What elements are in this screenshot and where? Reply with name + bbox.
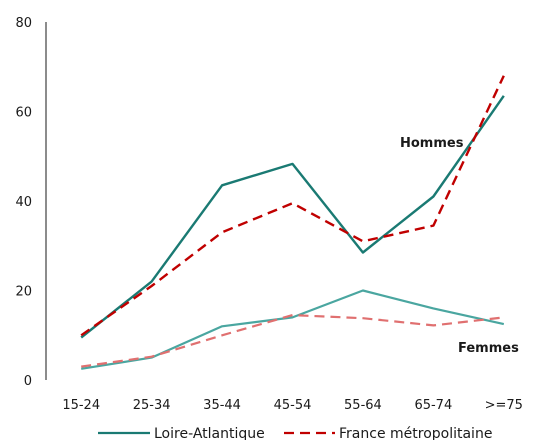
- series-line-hommes-france-metropolitaine: [80, 75, 505, 337]
- y-tick-label: 0: [24, 374, 32, 389]
- y-tick-label: 40: [15, 195, 32, 210]
- x-tick-label: 65-74: [414, 398, 452, 413]
- y-tick-label: 20: [15, 285, 32, 300]
- x-tick-label: 45-54: [274, 398, 312, 413]
- y-tick-label: 60: [15, 106, 32, 121]
- series-lines: [80, 75, 505, 370]
- x-tick-label: >=75: [485, 398, 523, 413]
- x-tick-label: 55-64: [344, 398, 382, 413]
- legend: Loire-Atlantique France métropolitaine: [98, 426, 492, 440]
- annotation-femmes: Femmes: [458, 341, 519, 356]
- legend-label-loire-atlantique: Loire-Atlantique: [154, 426, 265, 440]
- annotation-hommes: Hommes: [400, 136, 464, 151]
- x-tick-label: 35-44: [203, 398, 241, 413]
- y-tick-label: 80: [15, 16, 32, 31]
- x-tick-label: 25-34: [133, 398, 171, 413]
- x-tick-labels: 15-24 25-34 35-44 45-54 55-64 65-74 >=75: [62, 398, 523, 413]
- y-tick-labels: 0 20 40 60 80: [15, 16, 32, 389]
- legend-label-france-metropolitaine: France métropolitaine: [339, 426, 492, 440]
- series-line-hommes-loire-atlantique: [80, 95, 505, 339]
- series-line-femmes-france-metropolitaine: [81, 314, 504, 368]
- x-tick-label: 15-24: [62, 398, 100, 413]
